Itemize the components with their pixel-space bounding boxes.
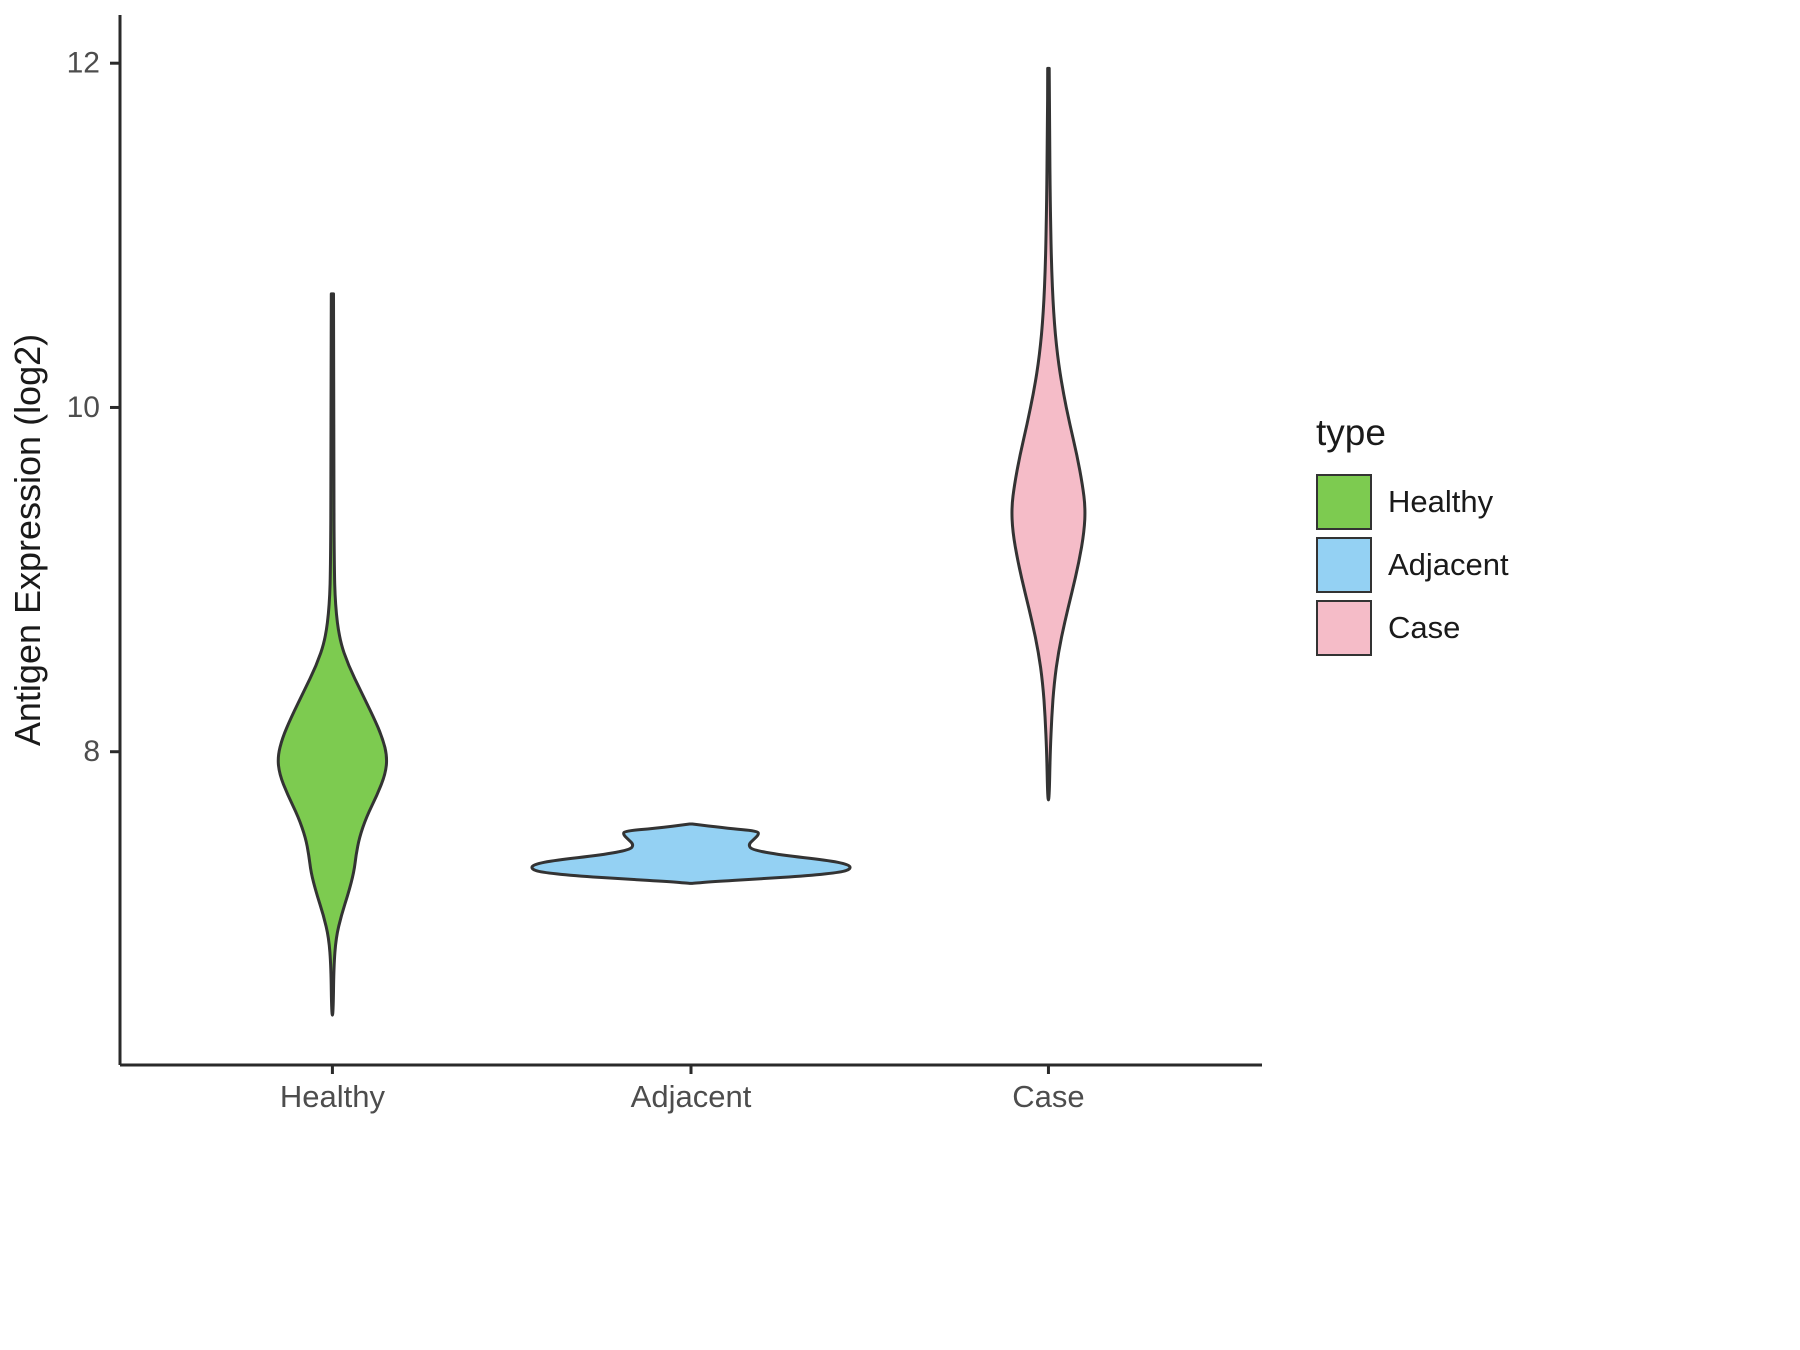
y-tick-label: 8: [83, 735, 100, 768]
y-tick-label: 10: [67, 391, 100, 424]
x-tick-label: Adjacent: [631, 1079, 752, 1114]
legend-swatch-adjacent: [1316, 537, 1372, 593]
legend-label: Adjacent: [1388, 547, 1509, 582]
violin-healthy: [276, 292, 389, 1017]
legend-entry-case: Case: [1316, 600, 1509, 656]
legend-entry-adjacent: Adjacent: [1316, 537, 1509, 593]
legend-swatch-case: [1316, 600, 1372, 656]
legend-swatch-healthy: [1316, 474, 1372, 530]
y-axis-title: Antigen Expression (log2): [7, 334, 48, 746]
x-tick-label: Healthy: [280, 1079, 386, 1114]
legend-title: type: [1316, 412, 1386, 453]
legend-entry-healthy: Healthy: [1316, 474, 1509, 530]
legend-entries: Healthy Adjacent Case: [1316, 474, 1509, 663]
legend-label: Healthy: [1388, 484, 1494, 519]
violin-adjacent: [530, 822, 852, 885]
violin-case: [1010, 66, 1087, 802]
legend-label: Case: [1388, 610, 1461, 645]
legend: type Healthy Adjacent Case: [1316, 412, 1509, 663]
y-tick-label: 12: [67, 47, 100, 80]
x-tick-label: Case: [1012, 1079, 1084, 1114]
